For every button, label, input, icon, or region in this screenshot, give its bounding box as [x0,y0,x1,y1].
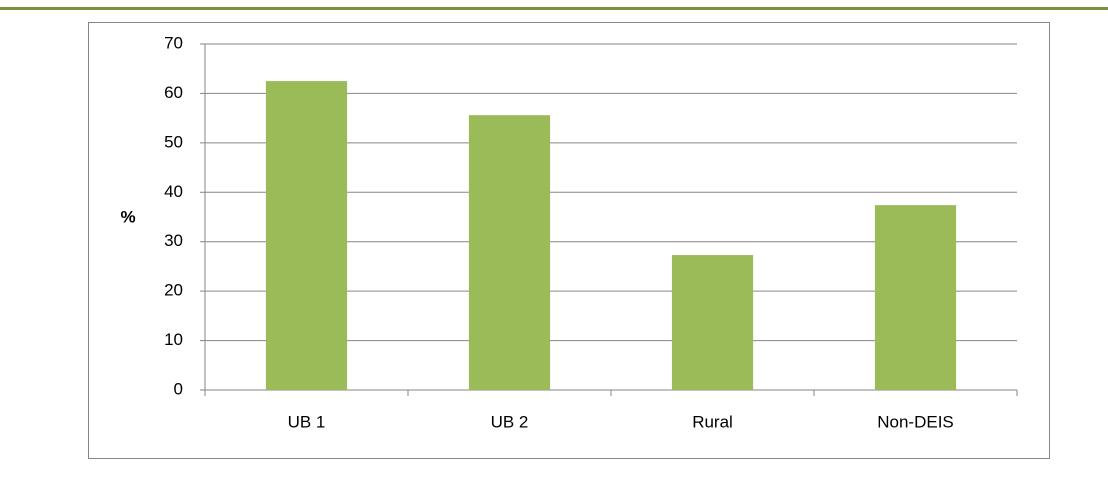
y-tick-label: 70 [164,33,183,52]
y-axis-label: % [120,207,135,226]
bar [671,255,754,390]
x-tick-label: Rural [692,412,733,431]
y-tick-label: 20 [164,281,183,300]
header-rule [0,7,1108,10]
y-tick-label: 60 [164,83,183,102]
x-tick-label: Non-DEIS [877,412,954,431]
y-tick-label: 0 [174,379,183,398]
y-tick-label: 50 [164,132,183,151]
bar [265,81,348,391]
y-tick-label: 10 [164,330,183,349]
y-tick-label: 40 [164,182,183,201]
bar [468,115,551,391]
y-tick-label: 30 [164,231,183,250]
bar [874,205,957,390]
chart-border [88,22,1050,459]
x-tick-label: UB 2 [491,412,529,431]
x-tick-label: UB 1 [288,412,326,431]
